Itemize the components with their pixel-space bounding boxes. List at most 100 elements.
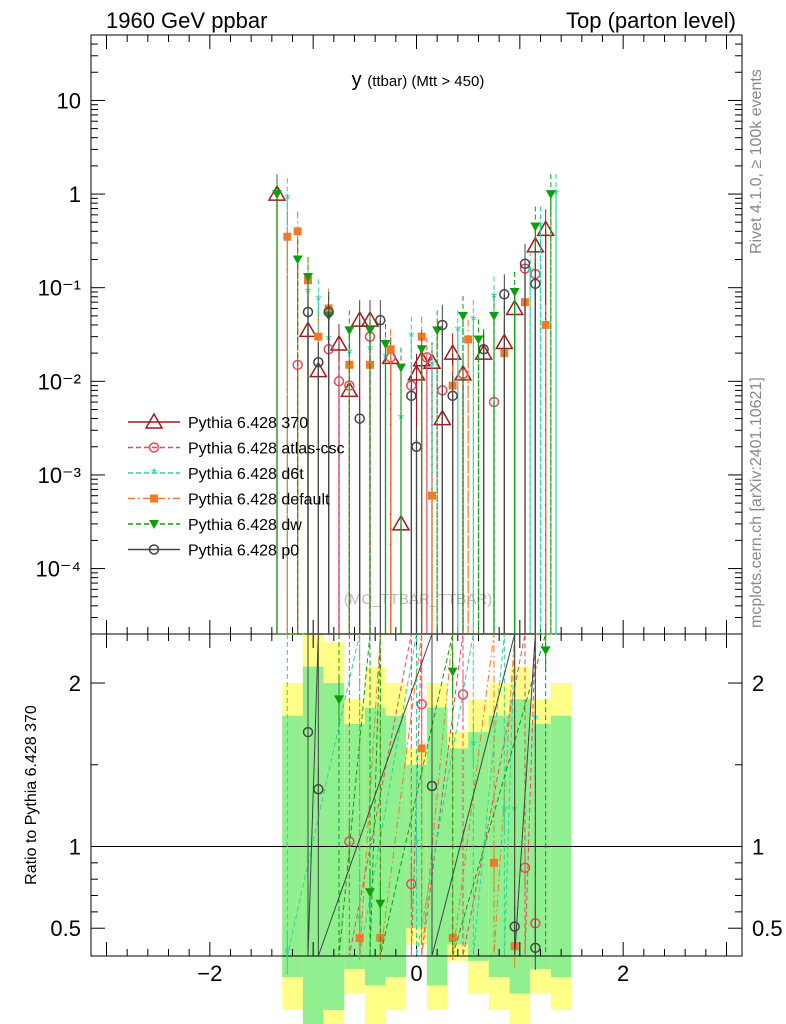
data-point	[386, 345, 395, 354]
ratio-point	[355, 934, 364, 943]
ratio-point	[375, 899, 386, 909]
ratio-point	[365, 888, 375, 898]
plot-title: y (ttbar) (Mtt > 450)	[352, 69, 485, 91]
data-point	[499, 289, 510, 300]
y-tick-label-main: 10⁻²	[38, 369, 81, 394]
ratio-point	[313, 784, 324, 795]
x-tick-label: −2	[197, 961, 222, 986]
y-tick-label-ratio: 0.5	[50, 916, 81, 941]
header-left: 1960 GeV ppbar	[106, 8, 268, 33]
y-tick-label-main: 10⁻⁴	[35, 557, 81, 582]
ratio-point: *	[284, 946, 290, 963]
x-tick-label: 0	[410, 961, 422, 986]
ratio-point	[447, 667, 458, 677]
legend-marker	[148, 442, 160, 453]
series-4	[272, 174, 556, 635]
data-point	[437, 319, 448, 331]
legend: Pythia 6.428 370 Pythia 6.428 atlas-csc * P…	[128, 412, 345, 560]
ratio-point	[530, 942, 541, 954]
legend-label: Pythia 6.428 p0	[188, 543, 299, 560]
data-point: *	[315, 292, 321, 309]
legend-marker	[149, 520, 159, 529]
data-point	[406, 390, 417, 402]
legend-label: Pythia 6.428 atlas-csc	[188, 441, 345, 458]
ratio-point	[302, 726, 314, 738]
data-point	[375, 314, 386, 326]
header-right: Top (parton level)	[566, 8, 736, 33]
data-point	[333, 376, 345, 387]
data-point: *	[408, 330, 414, 347]
ratio-point	[406, 878, 417, 890]
data-point	[407, 364, 426, 381]
data-point	[354, 413, 365, 424]
ratio-series-4	[334, 628, 551, 957]
data-point	[541, 320, 550, 329]
data-point	[458, 311, 468, 321]
y-tick-label-main: 10⁻³	[38, 463, 81, 488]
axis-ticks	[91, 34, 742, 956]
y-tick-label-main: 1	[69, 182, 81, 207]
data-point	[380, 340, 391, 350]
ratio-point: *	[470, 738, 476, 755]
data-point	[530, 278, 541, 290]
ratio-point	[540, 646, 551, 656]
data-point: *	[527, 264, 533, 281]
data-point: *	[429, 358, 435, 375]
ratio-point: *	[413, 836, 419, 853]
legend-label: Pythia 6.428 370	[188, 415, 308, 432]
data-point	[473, 335, 484, 345]
y-tick-label-main: 10	[57, 88, 81, 113]
data-point: *	[470, 313, 476, 330]
y-tick-label-main: 10⁻¹	[38, 276, 81, 301]
y-tick-label-ratio-right: 1	[752, 834, 764, 859]
data-point: *	[553, 187, 559, 204]
data-point	[526, 236, 545, 253]
data-point	[344, 326, 355, 336]
series-5	[302, 243, 541, 635]
data-point	[272, 190, 282, 200]
ratio-ylabel: Ratio to Pythia 6.428 370	[23, 705, 40, 885]
data-point	[530, 222, 541, 232]
legend-label: Pythia 6.428 d6t	[188, 466, 304, 483]
legend-label: Pythia 6.428 dw	[188, 517, 302, 534]
y-tick-label-ratio: 1	[69, 834, 81, 859]
data-point	[447, 390, 458, 402]
ratio-point	[490, 858, 498, 867]
ratio-point: *	[501, 804, 507, 821]
legend-marker	[150, 494, 158, 503]
data-point	[313, 356, 324, 368]
y-tick-label-ratio-right: 2	[752, 671, 764, 696]
ratio-series-5	[302, 633, 541, 970]
ratio-point	[334, 695, 344, 705]
ratio-point	[417, 744, 426, 753]
data-point: *	[537, 220, 543, 237]
data-point	[489, 311, 499, 321]
ratio-point	[509, 921, 520, 932]
y-tick-label-ratio-right: 0.5	[752, 916, 783, 941]
data-point	[411, 441, 422, 453]
data-point	[323, 306, 334, 318]
legend-marker	[148, 544, 160, 555]
data-point	[464, 335, 473, 344]
data-point	[396, 363, 406, 373]
data-point	[432, 326, 443, 336]
legend-marker	[144, 412, 164, 429]
data-point	[416, 345, 427, 355]
data-point	[329, 334, 349, 351]
y-tick-label-ratio: 2	[69, 671, 81, 696]
data-point	[509, 287, 520, 297]
legend-label: Pythia 6.428 default	[188, 492, 330, 509]
ratio-bands	[282, 634, 572, 1024]
data-point	[417, 332, 426, 341]
data-point	[292, 255, 303, 265]
data-point	[314, 332, 323, 341]
data-point: *	[284, 191, 290, 208]
data-point	[545, 190, 556, 200]
ratio-point	[426, 780, 438, 792]
ratio-band-green	[302, 666, 324, 1024]
data-point	[303, 273, 313, 283]
ratio-point	[457, 689, 469, 700]
data-point	[443, 343, 462, 360]
x-tick-label: 2	[617, 961, 629, 986]
